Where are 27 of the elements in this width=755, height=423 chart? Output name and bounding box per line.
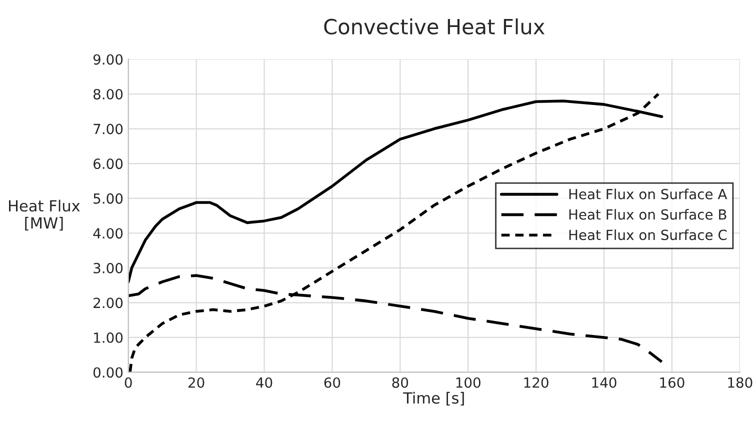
- y-tick-label: 7.00: [94, 124, 123, 134]
- x-tick-label: 80: [392, 377, 408, 388]
- y-tick-label: 5.00: [94, 193, 123, 204]
- y-tick-label: 0.00: [93, 367, 123, 378]
- x-tick-label: 20: [188, 377, 204, 388]
- x-tick-label: 160: [660, 377, 684, 388]
- y-tick-label: 2.00: [94, 298, 123, 308]
- x-tick-label: 140: [592, 377, 616, 388]
- x-tick-label: 40: [256, 377, 272, 388]
- x-tick-label: 100: [456, 377, 480, 388]
- y-tick-label: 8.00: [94, 88, 123, 100]
- x-tick-label: 60: [324, 377, 340, 388]
- x-tick-label: 120: [524, 377, 548, 388]
- x-tick-label: 0: [124, 377, 132, 388]
- y-tick-label: 6.00: [94, 158, 123, 170]
- legend-label: Heat Flux on Surface B: [569, 209, 726, 220]
- line-series: [128, 92, 660, 372]
- x-axis-title: Time [s]: [403, 392, 464, 406]
- legend-label: Heat Flux on Surface C: [569, 229, 727, 240]
- y-tick-label: 4.00: [93, 228, 123, 239]
- legend-label: Heat Flux on Surface A: [569, 188, 728, 200]
- y-tick-label: 9.00: [93, 54, 123, 65]
- x-tick-label: 180: [728, 377, 752, 388]
- y-tick-label: 1.00: [94, 332, 123, 343]
- y-tick-label: 3.00: [94, 262, 123, 274]
- y-axis-title: Heat Flux [MW]: [9, 200, 80, 231]
- chart-title: Convective Heat Flux: [324, 18, 545, 35]
